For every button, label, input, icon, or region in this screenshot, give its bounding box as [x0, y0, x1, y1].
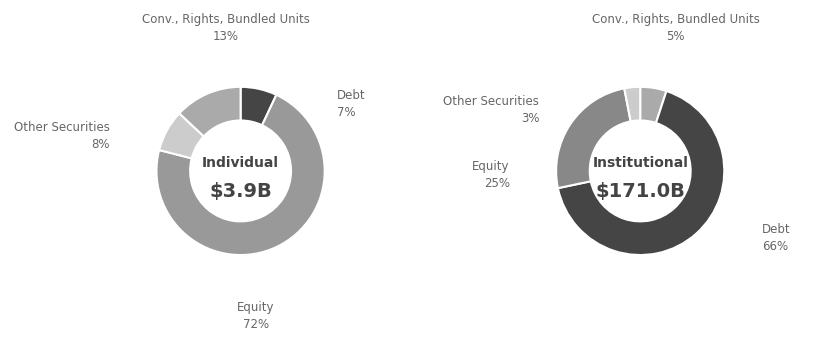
Wedge shape [639, 87, 666, 123]
Text: Equity
25%: Equity 25% [471, 160, 509, 190]
Text: Conv., Rights, Bundled Units
13%: Conv., Rights, Bundled Units 13% [141, 13, 309, 43]
Text: Individual: Individual [202, 156, 279, 170]
Wedge shape [556, 88, 630, 188]
Wedge shape [241, 87, 276, 125]
Text: Other Securities
3%: Other Securities 3% [443, 95, 538, 125]
Text: Institutional: Institutional [591, 156, 687, 170]
Text: Debt
66%: Debt 66% [761, 223, 790, 253]
Wedge shape [557, 91, 724, 255]
Text: Other Securities
8%: Other Securities 8% [14, 121, 110, 151]
Wedge shape [179, 87, 241, 136]
Text: Debt
7%: Debt 7% [337, 89, 366, 119]
Text: Equity
72%: Equity 72% [237, 301, 274, 331]
Text: $3.9B: $3.9B [209, 182, 271, 201]
Text: Conv., Rights, Bundled Units
5%: Conv., Rights, Bundled Units 5% [590, 13, 758, 43]
Wedge shape [159, 113, 203, 158]
Text: $171.0B: $171.0B [595, 182, 684, 201]
Wedge shape [156, 95, 324, 255]
Wedge shape [624, 87, 639, 121]
